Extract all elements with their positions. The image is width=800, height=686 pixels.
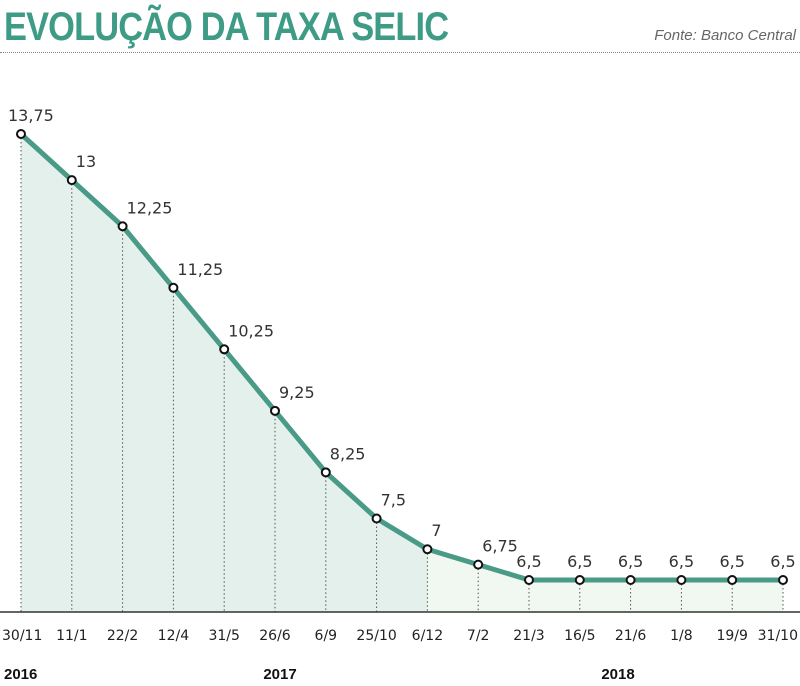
data-label: 10,25	[228, 321, 274, 340]
x-tick-label: 11/1	[56, 628, 87, 644]
data-label: 11,25	[177, 260, 223, 279]
year-labels: 2016 2017 2018	[4, 666, 635, 683]
data-point	[524, 575, 534, 585]
data-point	[574, 575, 585, 585]
year-label: 2018	[601, 666, 634, 683]
x-tick-labels: 30/11 11/1 22/2 12/4 31/5 26/6 6/9 25/10 6/12 7/2…	[2, 628, 798, 644]
x-tick-label: 21/3	[513, 628, 544, 644]
area-fill-dark	[21, 134, 428, 612]
x-tick-label: 21/6	[615, 628, 647, 644]
x-tick-label: 6/12	[412, 628, 443, 644]
data-label: 13	[76, 152, 96, 171]
data-label: 9,25	[279, 383, 315, 402]
data-point	[320, 467, 331, 478]
x-tick-label: 19/9	[716, 628, 747, 644]
data-label: 8,25	[330, 444, 366, 463]
data-point	[270, 405, 280, 416]
data-label: 6,5	[719, 552, 744, 571]
data-point	[219, 344, 230, 355]
data-label: 12,25	[127, 198, 173, 217]
x-tick-label: 31/10	[758, 628, 798, 644]
data-point	[676, 575, 687, 585]
data-label: 6,5	[618, 552, 643, 571]
data-label: 13,75	[8, 106, 54, 125]
x-tick-label: 1/8	[670, 628, 693, 644]
data-point	[727, 575, 738, 585]
x-tick-label: 22/2	[107, 628, 138, 644]
x-tick-label: 7/2	[467, 628, 490, 644]
data-label: 6,5	[770, 552, 795, 571]
data-point	[16, 129, 26, 139]
title-divider	[0, 52, 800, 53]
data-label: 7	[431, 521, 441, 540]
x-tick-label: 12/4	[158, 628, 190, 644]
data-label: 7,5	[381, 490, 406, 509]
year-label: 2017	[263, 666, 296, 683]
chart-title: EVOLUÇÃO DA TAXA SELIC	[4, 5, 449, 49]
x-tick-label: 26/6	[259, 628, 291, 644]
data-label: 6,5	[516, 552, 541, 571]
x-tick-label: 31/5	[208, 628, 239, 644]
data-point	[625, 575, 636, 585]
data-point	[168, 282, 179, 293]
x-tick-label: 25/10	[356, 628, 396, 644]
vertical-dividers	[20, 134, 784, 612]
source-note: Fonte: Banco Central	[654, 27, 796, 44]
data-point	[371, 513, 382, 524]
data-points	[16, 129, 788, 585]
data-point	[117, 221, 128, 232]
x-tick-label: 6/9	[315, 628, 338, 644]
x-tick-label: 30/11	[2, 628, 42, 644]
data-point	[473, 559, 484, 570]
year-label: 2016	[4, 666, 37, 683]
x-tick-label: 16/5	[564, 628, 595, 644]
data-label: 6,75	[482, 537, 518, 556]
data-point	[66, 175, 77, 186]
data-labels: 13,751312,2511,2510,259,258,257,576,756,…	[8, 106, 796, 571]
data-point	[422, 544, 433, 555]
series-line	[18, 131, 786, 583]
data-label: 6,5	[567, 552, 592, 571]
data-label: 6,5	[669, 552, 694, 571]
series-line-group	[18, 131, 786, 583]
data-point	[778, 575, 788, 585]
